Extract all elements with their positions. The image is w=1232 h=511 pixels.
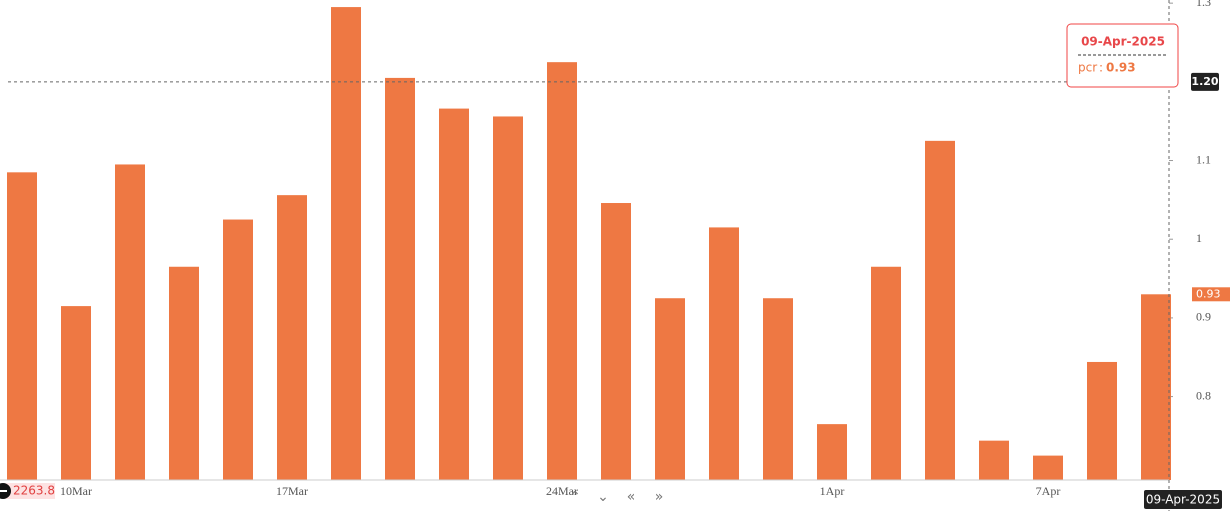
x-crosshair-label: 09-Apr-2025 bbox=[1146, 493, 1220, 507]
bar bbox=[709, 227, 739, 480]
nav-up[interactable]: ⌃ bbox=[569, 489, 581, 505]
x-tick-label: 24Mar bbox=[546, 484, 578, 498]
tooltip-series-name: pcr bbox=[1078, 61, 1097, 75]
bar bbox=[169, 266, 199, 480]
tooltip-value: 0.93 bbox=[1106, 61, 1136, 75]
bar bbox=[277, 195, 307, 481]
y-tick-label: 0.8 bbox=[1196, 388, 1211, 402]
y-tick-label: 0.9 bbox=[1196, 310, 1211, 324]
last-value-bg bbox=[1192, 287, 1230, 302]
y-tick-label: 1.1 bbox=[1196, 152, 1211, 166]
bar bbox=[115, 164, 145, 480]
navigation: ⌃ ⌄ « » bbox=[569, 489, 663, 505]
bar bbox=[763, 298, 793, 480]
x-tick-label: 1Apr bbox=[820, 484, 845, 498]
bar bbox=[61, 306, 91, 480]
crosshair-label: 1.20 bbox=[1191, 75, 1218, 88]
left-label-bg bbox=[5, 483, 55, 499]
bar bbox=[493, 116, 523, 480]
x-tick-label: 17Mar bbox=[276, 484, 308, 498]
x-tick-label: 10Mar bbox=[60, 484, 92, 498]
bar bbox=[817, 424, 847, 480]
left-label: 2263.8 bbox=[13, 484, 55, 498]
y-tick-label: 1.3 bbox=[1196, 0, 1211, 9]
bar bbox=[1087, 361, 1117, 480]
last-value-label: 0.93 bbox=[1196, 287, 1221, 300]
y-tick-label: 1 bbox=[1196, 231, 1202, 245]
bar bbox=[979, 440, 1009, 480]
nav-right[interactable]: » bbox=[655, 489, 664, 505]
tooltip-date: 09-Apr-2025 bbox=[1081, 35, 1165, 49]
nav-left[interactable]: « bbox=[627, 489, 636, 505]
bar bbox=[1141, 294, 1171, 480]
bar bbox=[925, 140, 955, 480]
x-crosshair-bg bbox=[1144, 490, 1222, 509]
bar bbox=[601, 203, 631, 480]
bar bbox=[223, 219, 253, 480]
bar bbox=[331, 7, 361, 480]
tooltip-colon: : bbox=[1099, 61, 1103, 75]
bar bbox=[385, 77, 415, 480]
bar bbox=[547, 62, 577, 480]
tooltip-box bbox=[1066, 23, 1179, 88]
crosshair-label-bg bbox=[1191, 72, 1219, 91]
bar bbox=[655, 298, 685, 480]
bar bbox=[1033, 455, 1063, 480]
x-tick-label: 7Apr bbox=[1036, 484, 1061, 498]
bar bbox=[871, 266, 901, 480]
bar bbox=[439, 108, 469, 481]
nav-down[interactable]: ⌄ bbox=[597, 489, 609, 505]
bar bbox=[7, 172, 37, 480]
